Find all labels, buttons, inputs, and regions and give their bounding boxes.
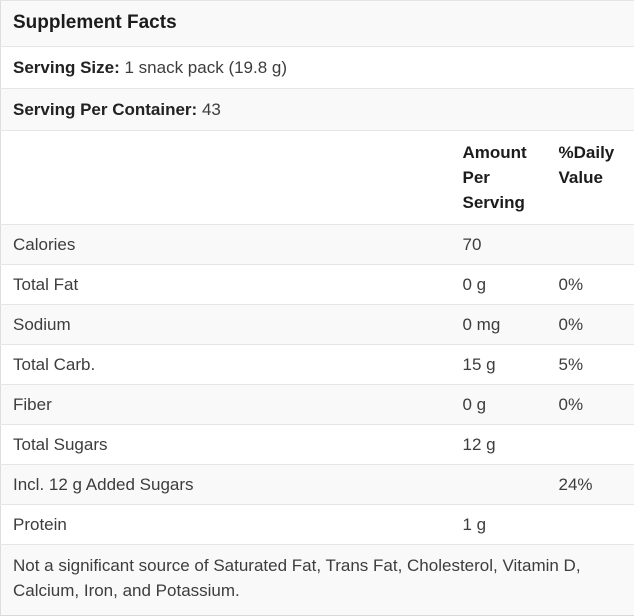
nutrient-dv xyxy=(559,425,634,465)
nutrient-name: Total Fat xyxy=(1,265,463,305)
nutrient-amount: 0 g xyxy=(463,385,559,425)
nutrient-amount: 0 mg xyxy=(463,305,559,345)
nutrient-dv: 0% xyxy=(559,265,634,305)
nutrient-name: Protein xyxy=(1,505,463,545)
nutrient-dv: 0% xyxy=(559,305,634,345)
nutrient-amount xyxy=(463,465,559,505)
nutrient-row-total-fat: Total Fat 0 g 0% xyxy=(1,265,634,305)
nutrient-row-calories: Calories 70 xyxy=(1,225,634,265)
footnote-row: Not a significant source of Saturated Fa… xyxy=(1,545,634,616)
nutrient-row-sodium: Sodium 0 mg 0% xyxy=(1,305,634,345)
nutrient-amount: 70 xyxy=(463,225,559,265)
serving-size-label: Serving Size: xyxy=(13,58,120,77)
servings-per-container-value: 43 xyxy=(202,100,221,119)
nutrient-amount: 0 g xyxy=(463,265,559,305)
nutrient-dv: 0% xyxy=(559,385,634,425)
amount-column-header: Amount Per Serving xyxy=(463,131,559,225)
header-spacer xyxy=(1,131,463,225)
servings-per-container-label: Serving Per Container: xyxy=(13,100,197,119)
nutrient-name: Total Carb. xyxy=(1,345,463,385)
servings-per-container-row: Serving Per Container: 43 xyxy=(1,89,634,131)
column-header-row: Amount Per Serving %Daily Value xyxy=(1,131,634,225)
nutrient-row-added-sugars: Incl. 12 g Added Sugars 24% xyxy=(1,465,634,505)
nutrient-name: Sodium xyxy=(1,305,463,345)
nutrient-amount: 1 g xyxy=(463,505,559,545)
nutrient-name: Fiber xyxy=(1,385,463,425)
panel-title: Supplement Facts xyxy=(13,12,177,33)
nutrient-row-total-sugars: Total Sugars 12 g xyxy=(1,425,634,465)
footnote-text: Not a significant source of Saturated Fa… xyxy=(1,545,634,616)
nutrient-dv xyxy=(559,505,634,545)
nutrient-row-total-carb: Total Carb. 15 g 5% xyxy=(1,345,634,385)
nutrient-dv xyxy=(559,225,634,265)
nutrient-name: Calories xyxy=(1,225,463,265)
nutrient-amount: 12 g xyxy=(463,425,559,465)
nutrient-dv: 5% xyxy=(559,345,634,385)
nutrient-name: Incl. 12 g Added Sugars xyxy=(1,465,463,505)
nutrient-dv: 24% xyxy=(559,465,634,505)
nutrient-row-protein: Protein 1 g xyxy=(1,505,634,545)
nutrient-name: Total Sugars xyxy=(1,425,463,465)
title-row: Supplement Facts xyxy=(1,1,634,47)
nutrient-row-fiber: Fiber 0 g 0% xyxy=(1,385,634,425)
daily-value-column-header: %Daily Value xyxy=(559,131,634,225)
nutrient-amount: 15 g xyxy=(463,345,559,385)
serving-size-row: Serving Size: 1 snack pack (19.8 g) xyxy=(1,47,634,89)
serving-size-value: 1 snack pack (19.8 g) xyxy=(125,58,288,77)
